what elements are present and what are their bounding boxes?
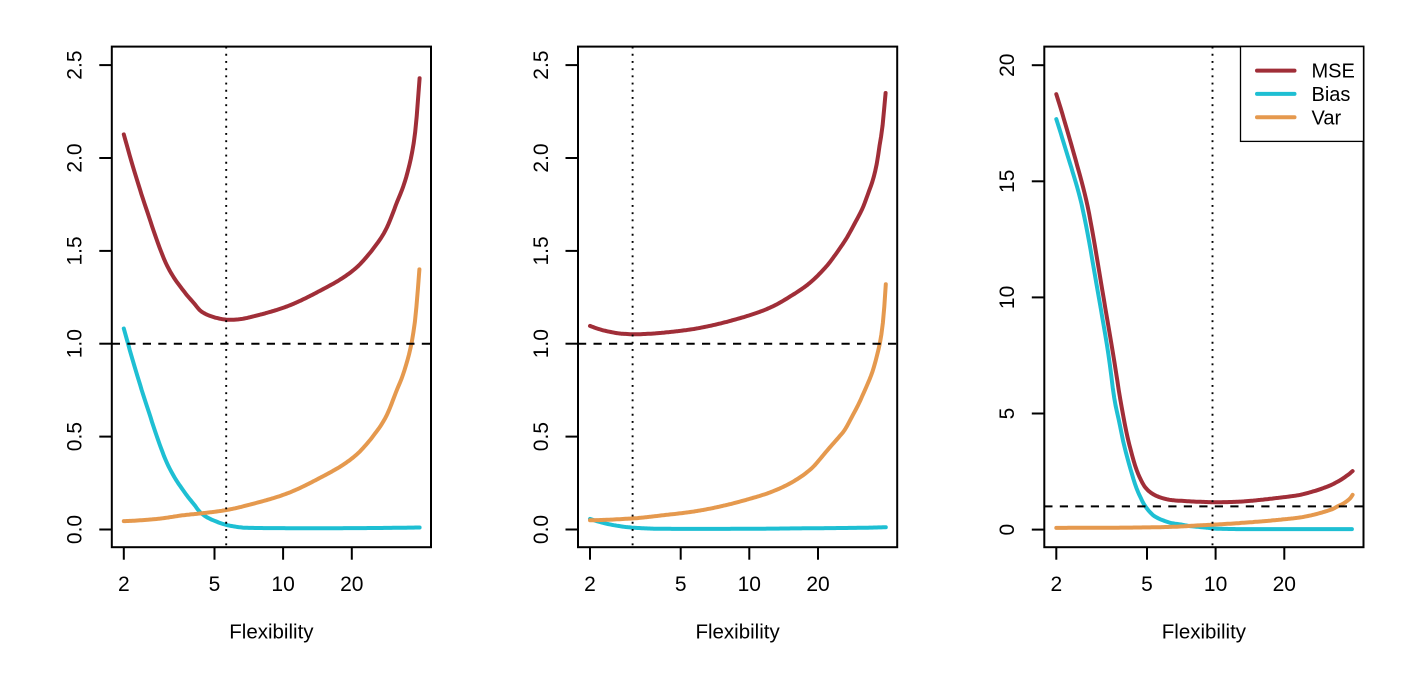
svg-text:2: 2 xyxy=(118,573,130,596)
svg-text:10: 10 xyxy=(738,573,761,596)
svg-text:5: 5 xyxy=(209,573,221,596)
svg-text:10: 10 xyxy=(996,286,1019,309)
svg-text:10: 10 xyxy=(271,573,294,596)
svg-text:1.5: 1.5 xyxy=(64,236,87,265)
svg-text:1.0: 1.0 xyxy=(530,329,553,358)
svg-text:2.5: 2.5 xyxy=(64,50,87,79)
svg-text:Bias: Bias xyxy=(1312,84,1351,106)
svg-text:0.0: 0.0 xyxy=(530,515,553,544)
svg-text:5: 5 xyxy=(996,408,1019,420)
svg-text:5: 5 xyxy=(1141,573,1153,596)
svg-text:2.5: 2.5 xyxy=(530,50,553,79)
svg-text:0.0: 0.0 xyxy=(64,515,87,544)
svg-text:Flexibility: Flexibility xyxy=(695,621,780,644)
svg-text:20: 20 xyxy=(340,573,363,596)
svg-text:15: 15 xyxy=(996,170,1019,193)
svg-text:0.5: 0.5 xyxy=(64,422,87,451)
svg-text:0.5: 0.5 xyxy=(530,422,553,451)
svg-text:10: 10 xyxy=(1204,573,1227,596)
svg-text:5: 5 xyxy=(675,573,687,596)
svg-text:1.0: 1.0 xyxy=(64,329,87,358)
svg-text:2.0: 2.0 xyxy=(64,143,87,172)
svg-text:Var: Var xyxy=(1312,107,1342,129)
svg-text:20: 20 xyxy=(1273,573,1296,596)
svg-text:1.5: 1.5 xyxy=(530,236,553,265)
svg-text:2: 2 xyxy=(1050,573,1062,596)
svg-text:2: 2 xyxy=(584,573,596,596)
svg-text:20: 20 xyxy=(996,54,1019,77)
svg-text:0: 0 xyxy=(996,524,1019,536)
svg-text:Flexibility: Flexibility xyxy=(229,621,314,644)
svg-text:MSE: MSE xyxy=(1312,61,1355,83)
svg-text:20: 20 xyxy=(806,573,829,596)
svg-text:2.0: 2.0 xyxy=(530,143,553,172)
svg-text:Flexibility: Flexibility xyxy=(1162,621,1247,644)
